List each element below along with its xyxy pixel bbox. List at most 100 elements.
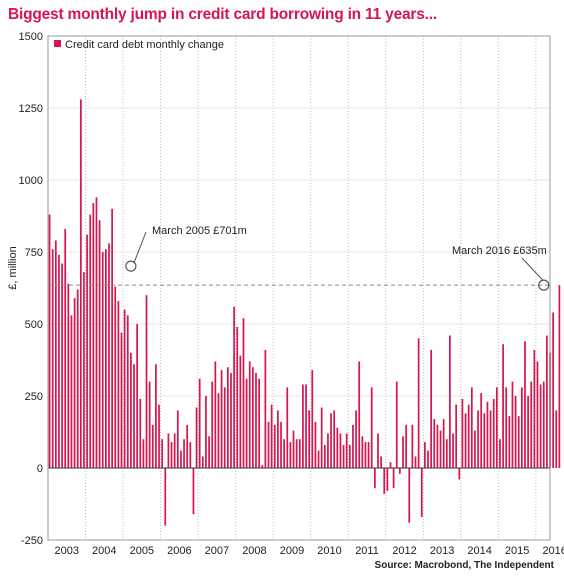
bar (233, 306, 235, 468)
bar (483, 413, 486, 468)
bar (120, 332, 123, 468)
bar (126, 315, 129, 468)
bar (348, 444, 351, 468)
bar (305, 384, 307, 468)
bar (474, 430, 476, 468)
bar (148, 381, 151, 468)
bar (433, 419, 436, 468)
bar (555, 410, 558, 468)
bar (333, 410, 336, 468)
bar (470, 387, 473, 468)
bar (158, 404, 160, 468)
bar (424, 442, 426, 468)
bar (208, 436, 210, 468)
bar (95, 197, 98, 468)
legend-swatch (54, 40, 61, 47)
bar (524, 341, 526, 468)
bar (402, 436, 404, 468)
bar (461, 398, 464, 468)
bar (552, 312, 554, 468)
bar (352, 424, 354, 468)
bar (170, 442, 173, 468)
bar (436, 424, 439, 468)
bar (514, 396, 517, 468)
y-tick-label: -250 (21, 535, 43, 547)
bar (295, 439, 298, 468)
bar (114, 286, 117, 468)
bar (399, 468, 401, 474)
y-axis-label: £, million (7, 246, 19, 289)
bar (286, 387, 289, 468)
y-tick-label: 750 (25, 247, 43, 259)
bar (542, 381, 545, 468)
bar (277, 410, 279, 468)
x-tick-label: 2003 (55, 545, 79, 557)
bar (161, 439, 164, 468)
bar (430, 349, 433, 468)
bar (51, 249, 54, 468)
bar (289, 442, 292, 468)
bar (505, 387, 508, 468)
bar (136, 324, 139, 468)
bar (64, 228, 67, 468)
plot-frame (47, 35, 551, 541)
bar (536, 361, 539, 468)
bar (54, 240, 57, 468)
bar (76, 289, 79, 468)
bar (302, 384, 304, 468)
bar (258, 378, 260, 468)
x-tick-label: 2010 (317, 545, 341, 557)
bar (101, 252, 104, 468)
bar (558, 285, 561, 468)
bar (145, 295, 148, 468)
bar (217, 393, 220, 468)
annotation-leader (521, 257, 544, 281)
bar (123, 309, 126, 468)
bar (377, 433, 379, 468)
axes (47, 35, 551, 541)
y-tick-labels: -250 0 250 500 750 1000 1250 1500 (19, 31, 43, 547)
bar (201, 456, 204, 468)
bar (105, 249, 107, 468)
chart-title: Biggest monthly jump in credit card borr… (8, 6, 437, 23)
bar (339, 433, 342, 468)
bar (111, 208, 113, 469)
bar (323, 444, 326, 468)
bar (73, 298, 76, 468)
x-tick-label: 2015 (505, 545, 529, 557)
bar (520, 387, 523, 468)
y-tick-label: 500 (25, 319, 43, 331)
bar (70, 315, 73, 468)
x-tick-label: 2007 (205, 545, 229, 557)
bar (261, 465, 264, 468)
bar (458, 468, 461, 480)
bar (280, 421, 282, 468)
bar (414, 456, 417, 468)
x-tick-label: 2004 (92, 545, 116, 557)
bar (48, 214, 51, 468)
bar (83, 272, 85, 468)
bar (408, 468, 411, 523)
annotation-marker (538, 279, 550, 291)
bar (273, 424, 276, 468)
x-tick-label: 2016 (542, 545, 564, 557)
x-tick-labels: 2003 2004 2005 2006 2007 2008 2009 2010 2011 2012… (55, 545, 564, 557)
bar (245, 378, 248, 468)
bar (539, 384, 542, 468)
bar (298, 439, 301, 468)
bar (386, 468, 389, 492)
y-tick-label: 0 (37, 463, 43, 475)
bar (58, 254, 60, 468)
bar (195, 407, 198, 468)
bar (420, 468, 423, 517)
bar (361, 436, 364, 468)
bar (464, 413, 467, 468)
bar (442, 419, 445, 468)
bar (517, 416, 520, 468)
bar (502, 344, 504, 468)
legend-label: Credit card debt monthly change (65, 39, 224, 51)
bar (248, 361, 251, 468)
y-tick-label: 1500 (19, 31, 43, 43)
bar (61, 263, 63, 468)
